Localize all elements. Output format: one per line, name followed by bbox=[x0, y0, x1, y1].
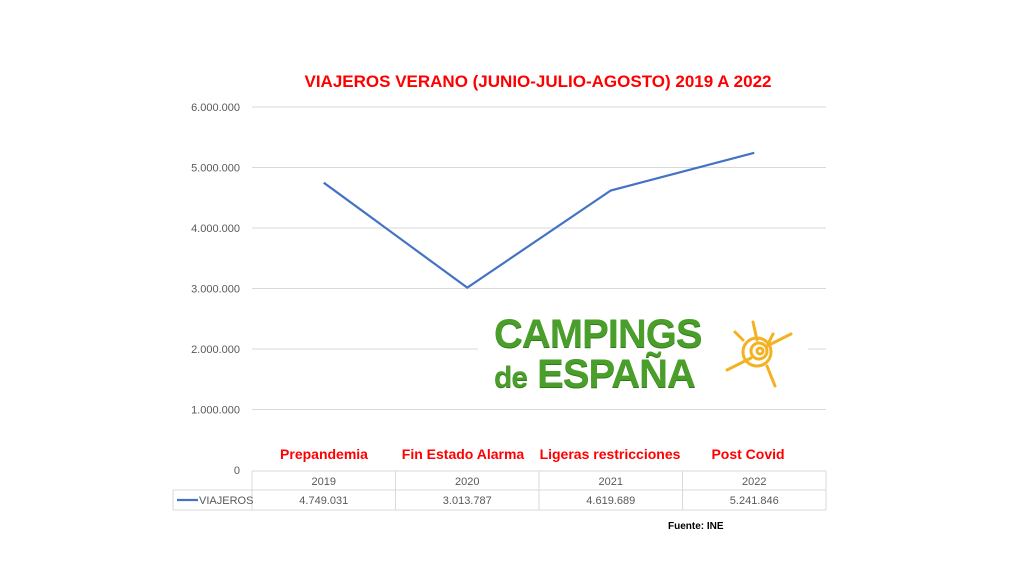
y-tick-label: 3.000.000 bbox=[191, 284, 240, 296]
series-line-viajeros bbox=[323, 151, 755, 290]
legend-label: VIAJEROS bbox=[199, 495, 253, 507]
data-table-value: 4.749.031 bbox=[299, 495, 348, 507]
phase-label: Fin Estado Alarma bbox=[401, 446, 525, 462]
y-tick-label: 5.000.000 bbox=[191, 163, 240, 175]
y-tick-label: 1.000.000 bbox=[191, 405, 240, 417]
x-category-label: 2020 bbox=[455, 476, 479, 488]
data-table-value: 5.241.846 bbox=[730, 495, 779, 507]
x-category-label: 2021 bbox=[599, 476, 623, 488]
y-tick-label: 0 bbox=[234, 465, 240, 477]
chart-title: VIAJEROS VERANO (JUNIO-JULIO-AGOSTO) 201… bbox=[304, 72, 772, 91]
y-tick-label: 6.000.000 bbox=[191, 102, 240, 114]
data-table-value: 3.013.787 bbox=[443, 495, 492, 507]
phase-label: Ligeras restricciones bbox=[539, 446, 681, 462]
y-tick-label: 4.000.000 bbox=[191, 223, 240, 235]
data-table-value: 4.619.689 bbox=[586, 495, 635, 507]
logo-line1: CAMPINGS bbox=[494, 312, 703, 356]
x-category-label: 2022 bbox=[742, 476, 766, 488]
x-category-label: 2019 bbox=[312, 476, 336, 488]
phase-label: Post Covid bbox=[711, 446, 785, 462]
y-tick-label: 2.000.000 bbox=[191, 344, 240, 356]
phase-label: Prepandemia bbox=[280, 446, 368, 462]
campings-de-espana-logo: CAMPINGS de ESPAÑA bbox=[478, 310, 808, 398]
source-note: Fuente: INE bbox=[668, 521, 724, 532]
logo-espana: ESPAÑA bbox=[537, 352, 696, 396]
logo-line2: de ESPAÑA bbox=[494, 352, 696, 397]
logo-de: de bbox=[494, 361, 528, 394]
sun-icon bbox=[725, 320, 793, 388]
